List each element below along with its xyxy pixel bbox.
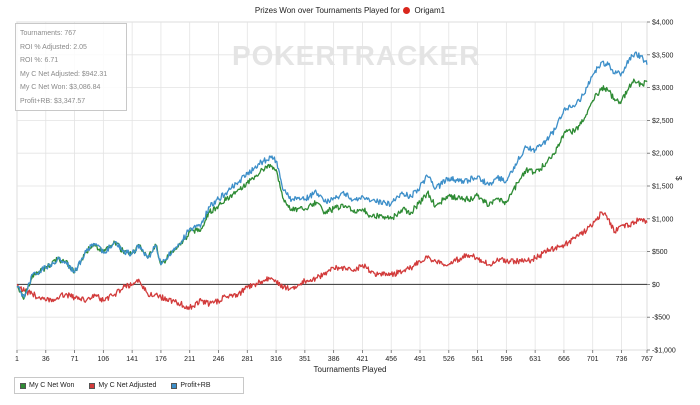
y-tick-label: $500 [652,249,668,256]
legend-swatch-net-won [20,382,26,389]
x-tick-label: 421 [357,356,369,363]
x-axis-title: Tournaments Played [313,365,387,374]
stat-net-adjusted: My C Net Adjusted: $942.31 [20,70,108,78]
legend-label-net-won: My C Net Won [29,382,75,389]
player-site-icon [403,7,411,14]
x-tick-label: 491 [414,356,426,363]
x-tick-label: 386 [328,356,340,363]
legend-label-profit-rb: Profit+RB [180,382,211,389]
x-tick-label: 71 [71,356,79,363]
x-tick-label: 456 [385,356,397,363]
y-tick-label: $1,000 [652,216,674,223]
chart-title: Prizes Won over Tournaments Played for O… [0,5,700,16]
stats-box: Tournaments: 767 ROI % Adjusted: 2.05 RO… [15,23,127,111]
x-tick-label: 596 [501,356,513,363]
stat-roi: ROI %: 6.71 [20,57,59,65]
x-tick-label: 526 [443,356,455,363]
legend-swatch-net-adjusted [89,382,96,389]
legend-swatch-profit-rb [171,382,178,389]
y-tick-label: $2,500 [652,118,674,125]
y-tick-label: $3,000 [652,85,674,92]
y-tick-label: $0 [652,282,660,289]
x-tick-label: 316 [270,356,282,363]
x-tick-label: 211 [184,356,195,363]
y-tick-label: $2,000 [652,151,674,158]
x-tick-label: 631 [529,356,541,363]
x-tick-label: 36 [42,356,50,363]
x-tick-label: 176 [155,356,167,363]
y-tick-label: $4,000 [652,20,674,27]
chart-legend: My C Net Won My C Net Adjusted Profit+RB [14,377,244,394]
series-line-net-adjusted [16,211,648,311]
x-tick-label: 141 [126,356,138,363]
x-tick-label: 767 [641,356,653,363]
chart-title-player: Origam1 [414,6,446,15]
series-line-net-won [16,78,648,300]
x-tick-label: 281 [241,356,253,363]
watermark-logo: POKERTRACKER [232,40,481,71]
x-tick-label: 1 [15,356,19,363]
y-tick-label: -$500 [652,315,670,322]
axis-layer: 1 36 71 106 141 176 211 246 281 316 351 386 421 456 49… [15,20,676,364]
legend-item-profit-rb[interactable]: Profit+RB [171,382,211,389]
series-layer [16,51,648,311]
stat-profit-rb: Profit+RB: $3,347.57 [20,97,86,105]
x-tick-label: 351 [299,356,311,363]
series-line-profit-rb [16,51,648,299]
x-tick-label: 561 [472,356,484,363]
x-tick-label: 701 [587,356,599,363]
y-tick-label: -$1,000 [652,348,676,355]
x-tick-label: 106 [98,356,110,363]
stat-tournaments: Tournaments: 767 [20,30,77,37]
y-tick-label: $1,500 [652,184,674,191]
x-tick-label: 666 [558,356,570,363]
x-tick-label: 246 [213,356,225,363]
legend-item-net-won[interactable]: My C Net Won [20,382,74,389]
stat-roi-adjusted: ROI % Adjusted: 2.05 [20,43,87,51]
y-axis-title: $ [674,176,683,181]
legend-item-net-adjusted[interactable]: My C Net Adjusted [89,382,156,389]
chart-title-prefix: Prizes Won over Tournaments Played for [254,6,400,15]
y-tick-label: $3,500 [652,52,674,59]
legend-label-net-adjusted: My C Net Adjusted [98,382,157,389]
x-tick-label: 736 [616,356,628,363]
stat-net-won: My C Net Won: $3,086.84 [20,84,101,92]
